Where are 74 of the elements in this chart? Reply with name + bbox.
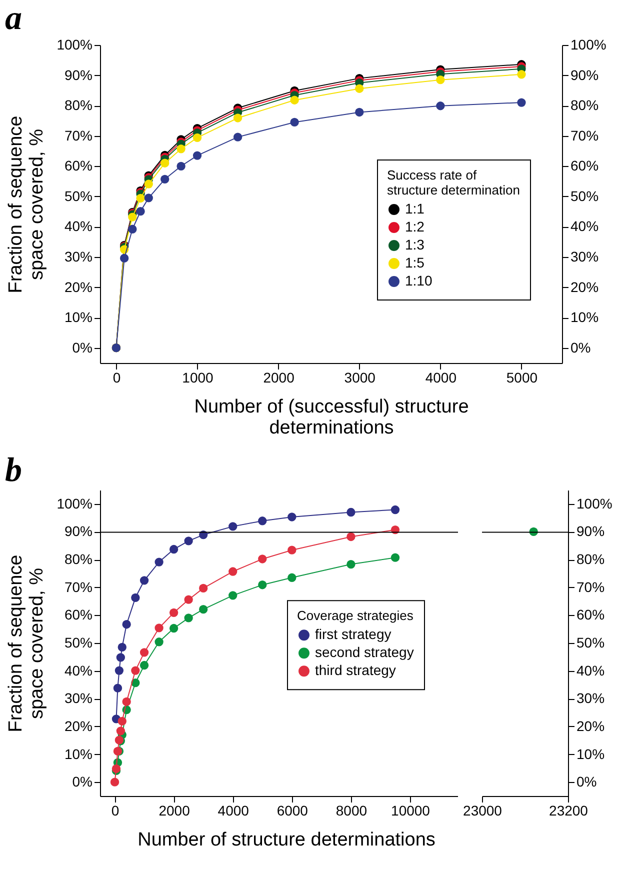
y-tick-label: 10% — [64, 309, 92, 326]
y2-tick-label: 20% — [570, 278, 599, 295]
y2-tick-label: 10% — [576, 746, 605, 762]
y-tick-label: 20% — [64, 718, 92, 734]
x-axis-title: Number of structure determinations — [138, 830, 436, 850]
y2-tick-label: 20% — [576, 718, 605, 734]
y2-tick-label: 60% — [570, 158, 599, 174]
y2-tick-label: 30% — [576, 690, 605, 706]
y-tick-label: 0% — [72, 339, 92, 356]
y-tick-label: 40% — [64, 662, 92, 678]
legend-title: Coverage strategies — [297, 608, 414, 624]
y-axis-title: Fraction of sequence space covered, % — [6, 554, 48, 732]
y-tick-label: 40% — [64, 218, 92, 234]
x-tick-label: 2000 — [263, 370, 295, 386]
x-tick-label: 0 — [112, 370, 121, 386]
x-tick-label: 6000 — [276, 802, 308, 818]
x-tick-label: 10000 — [391, 802, 430, 818]
legend-label: second strategy — [315, 644, 414, 660]
y2-tick-label: 100% — [576, 495, 612, 512]
y2-tick-label: 90% — [570, 66, 599, 83]
y-tick-label: 60% — [64, 158, 92, 174]
x-tick-label: 1000 — [182, 370, 214, 386]
y2-tick-label: 50% — [570, 188, 599, 204]
legend-label: 1:2 — [405, 218, 425, 234]
y-tick-label: 100% — [56, 36, 92, 52]
y2-tick-label: 70% — [570, 127, 599, 144]
y-tick-label: 80% — [64, 97, 92, 114]
x-tick-label: 5000 — [506, 370, 538, 386]
y2-tick-label: 40% — [570, 218, 599, 234]
legend-title: Success rate of structure determination — [387, 167, 520, 198]
x-tick-label: 0 — [111, 802, 120, 818]
x-axis-title: Number of (successful) structure determinations — [194, 396, 469, 438]
y-tick-label: 90% — [64, 66, 92, 83]
legend-label: 1:3 — [405, 236, 425, 252]
y-axis-title: Fraction of sequence space covered, % — [6, 116, 48, 294]
y2-tick-label: 90% — [576, 523, 605, 540]
y-tick-label: 70% — [64, 578, 92, 595]
y2-tick-label: 0% — [576, 774, 597, 790]
y2-tick-label: 40% — [576, 662, 605, 678]
legend-label: 1:5 — [405, 254, 425, 270]
y2-tick-label: 0% — [570, 339, 591, 356]
legend-label: first strategy — [315, 626, 392, 642]
y-tick-label: 10% — [64, 746, 92, 762]
y-tick-label: 0% — [72, 774, 92, 790]
y2-tick-label: 50% — [576, 634, 605, 650]
legend-label: 1:1 — [405, 200, 425, 216]
x-tick-label: 4000 — [218, 802, 250, 818]
y-tick-label: 90% — [64, 523, 92, 540]
legend-label: 1:10 — [405, 272, 432, 288]
y-tick-label: 30% — [64, 248, 92, 264]
y2-tick-label: 80% — [576, 551, 605, 568]
y-tick-label: 100% — [56, 495, 92, 512]
chart-title: a — [5, 0, 22, 37]
x-tick-label: 3000 — [344, 370, 376, 386]
x-tick-label: 4000 — [425, 370, 457, 386]
x-tick-label: 23200 — [549, 802, 588, 818]
legend-label: third strategy — [315, 662, 396, 678]
y2-tick-label: 30% — [570, 248, 599, 264]
y2-tick-label: 60% — [576, 606, 605, 623]
y2-tick-label: 70% — [576, 578, 605, 595]
x-tick-label: 2000 — [158, 802, 190, 818]
y-tick-label: 60% — [64, 606, 92, 623]
y-tick-label: 80% — [64, 551, 92, 568]
y-tick-label: 50% — [64, 634, 92, 650]
y2-tick-label: 100% — [570, 36, 606, 52]
x-tick-label: 23000 — [463, 802, 502, 818]
y2-tick-label: 10% — [570, 309, 599, 326]
y-tick-label: 30% — [64, 690, 92, 706]
chart-title: b — [5, 452, 22, 489]
y-tick-label: 50% — [64, 188, 92, 204]
y-tick-label: 70% — [64, 127, 92, 144]
y-tick-label: 20% — [64, 278, 92, 295]
x-tick-label: 8000 — [336, 802, 368, 818]
y2-tick-label: 80% — [570, 97, 599, 114]
